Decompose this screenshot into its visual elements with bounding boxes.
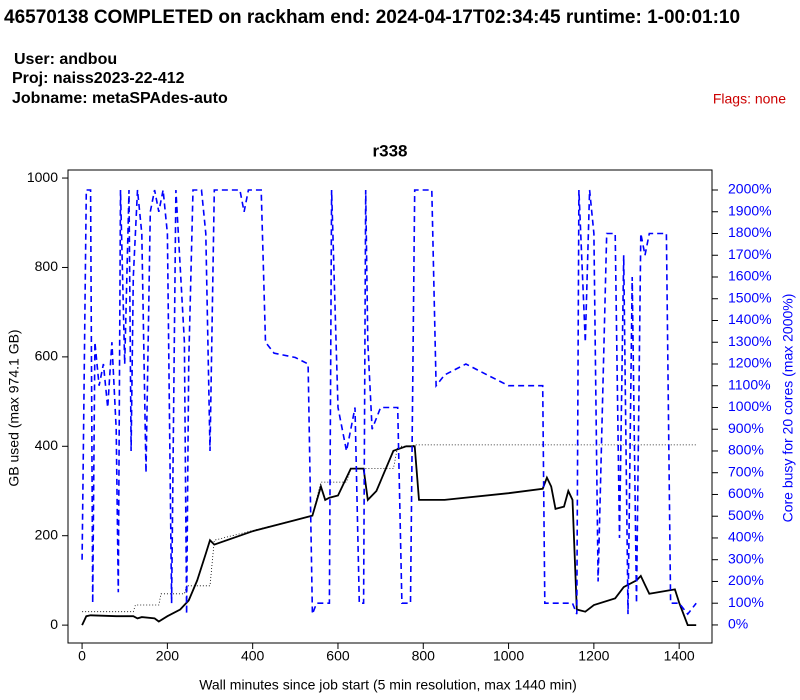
flags: Flags: none: [713, 91, 786, 107]
y2-tick-label: 1700%: [728, 246, 772, 262]
y2-tick-label: 900%: [728, 420, 764, 436]
x-tick-label: 400: [241, 648, 265, 664]
y2-tick-label: 300%: [728, 550, 764, 566]
y2-tick-label: 0%: [728, 616, 748, 632]
x-axis-label: Wall minutes since job start (5 min reso…: [199, 677, 577, 693]
x-tick-label: 1000: [493, 648, 524, 664]
x-tick-label: 600: [326, 648, 350, 664]
y2-tick-label: 1300%: [728, 333, 772, 349]
y-axis-label: GB used (max 974.1 GB): [6, 329, 22, 486]
series-line: [81, 189, 697, 616]
y2-tick-label: 800%: [728, 442, 764, 458]
y2-tick-label: 500%: [728, 507, 764, 523]
user: User: andbou: [14, 51, 117, 68]
plot-frame: [67, 169, 713, 644]
y-tick-label: 200: [35, 526, 59, 542]
y2-axis-label: Core busy for 20 cores (max 2000%): [780, 294, 796, 523]
y2-tick-label: 1900%: [728, 202, 772, 218]
x-tick-label: 1400: [664, 648, 695, 664]
y-tick-label: 0: [50, 616, 58, 632]
y2-tick-label: 600%: [728, 485, 764, 501]
y2-tick-label: 400%: [728, 529, 764, 545]
y2-tick-label: 2000%: [728, 181, 772, 197]
subtitle: r338: [373, 141, 408, 160]
series-line: [82, 444, 697, 613]
x-tick-label: 1200: [578, 648, 609, 664]
project: Proj: naiss2023-22-412: [12, 70, 185, 87]
jobname: Jobname: metaSPAdes-auto: [12, 90, 228, 107]
y2-tick-label: 1500%: [728, 289, 772, 305]
y-tick-label: 600: [35, 348, 59, 364]
y2-tick-label: 1000%: [728, 398, 772, 414]
y2-tick-label: 700%: [728, 463, 764, 479]
x-tick-label: 0: [78, 648, 86, 664]
x-tick-label: 800: [412, 648, 436, 664]
y2-tick-label: 200%: [728, 572, 764, 588]
y2-tick-label: 1100%: [728, 376, 771, 392]
y2-tick-label: 100%: [728, 594, 764, 610]
y-tick-label: 800: [35, 258, 59, 274]
chart-title: 46570138 COMPLETED on rackham end: 2024-…: [4, 7, 740, 28]
series-line: [81, 445, 697, 626]
y2-tick-label: 1400%: [728, 311, 772, 327]
y2-tick-label: 1800%: [728, 224, 772, 240]
y2-tick-label: 1600%: [728, 268, 772, 284]
y-tick-label: 1000: [27, 169, 58, 185]
x-tick-label: 200: [156, 648, 180, 664]
y2-tick-label: 1200%: [728, 355, 772, 371]
y-tick-label: 400: [35, 437, 59, 453]
